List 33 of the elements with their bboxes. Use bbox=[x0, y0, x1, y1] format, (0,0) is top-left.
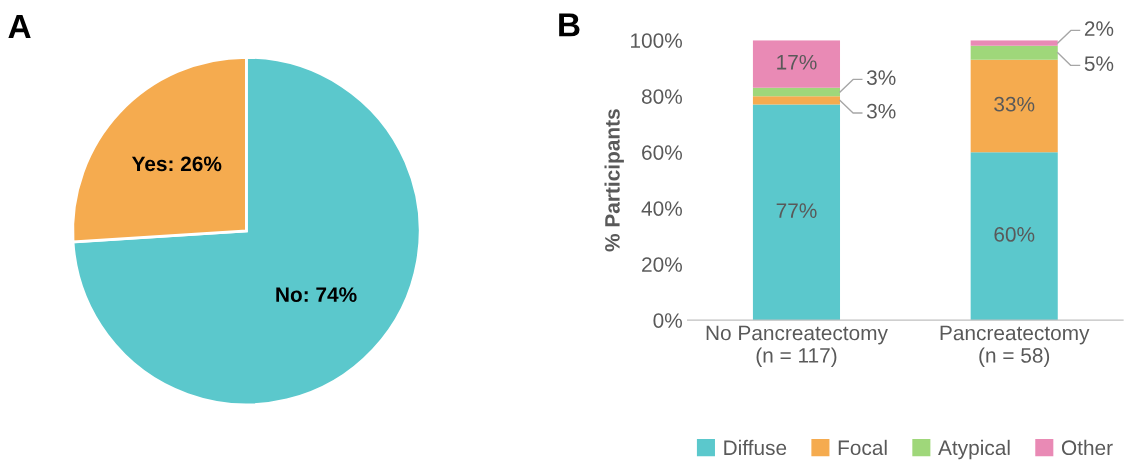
y-tick-label: 80% bbox=[641, 89, 682, 104]
legend-label: Other bbox=[1061, 439, 1113, 456]
bar bbox=[970, 45, 1058, 60]
bar bbox=[970, 59, 1058, 153]
bar bbox=[752, 96, 841, 105]
data-label: 17% bbox=[777, 54, 817, 70]
data-label: 5% bbox=[1084, 56, 1114, 71]
y-tick-label: 40% bbox=[641, 201, 682, 216]
bar bbox=[752, 104, 841, 321]
slice-label: No: 74% bbox=[276, 287, 357, 302]
data-label: 2% bbox=[1084, 21, 1114, 36]
y-axis-title: % Participants bbox=[604, 109, 624, 252]
legend-label: Diffuse bbox=[724, 439, 787, 456]
pie-slice bbox=[71, 55, 422, 407]
x-tick-label: Pancreatectomy (n = 58) bbox=[940, 325, 1090, 367]
legend-label: Focal bbox=[838, 439, 887, 456]
data-label: 77% bbox=[776, 203, 817, 218]
data-label: 3% bbox=[866, 103, 896, 119]
chart-title: A bbox=[8, 15, 31, 39]
bar bbox=[752, 40, 841, 88]
legend-label: Atypical bbox=[938, 439, 1010, 460]
data-label: 60% bbox=[994, 227, 1035, 242]
y-tick-label: 0% bbox=[653, 313, 682, 328]
y-tick-label: 100% bbox=[631, 33, 682, 48]
bar bbox=[752, 87, 841, 97]
chart-title: B bbox=[559, 13, 580, 37]
y-tick-label: 60% bbox=[642, 145, 682, 160]
data-label: 3% bbox=[866, 70, 896, 85]
data-label: 33% bbox=[994, 96, 1035, 112]
bar bbox=[970, 152, 1058, 321]
slice-label: Yes: 26% bbox=[131, 156, 222, 172]
y-tick-label: 20% bbox=[642, 257, 682, 272]
x-tick-label: No Pancreatectomy (n = 117) bbox=[706, 325, 888, 367]
